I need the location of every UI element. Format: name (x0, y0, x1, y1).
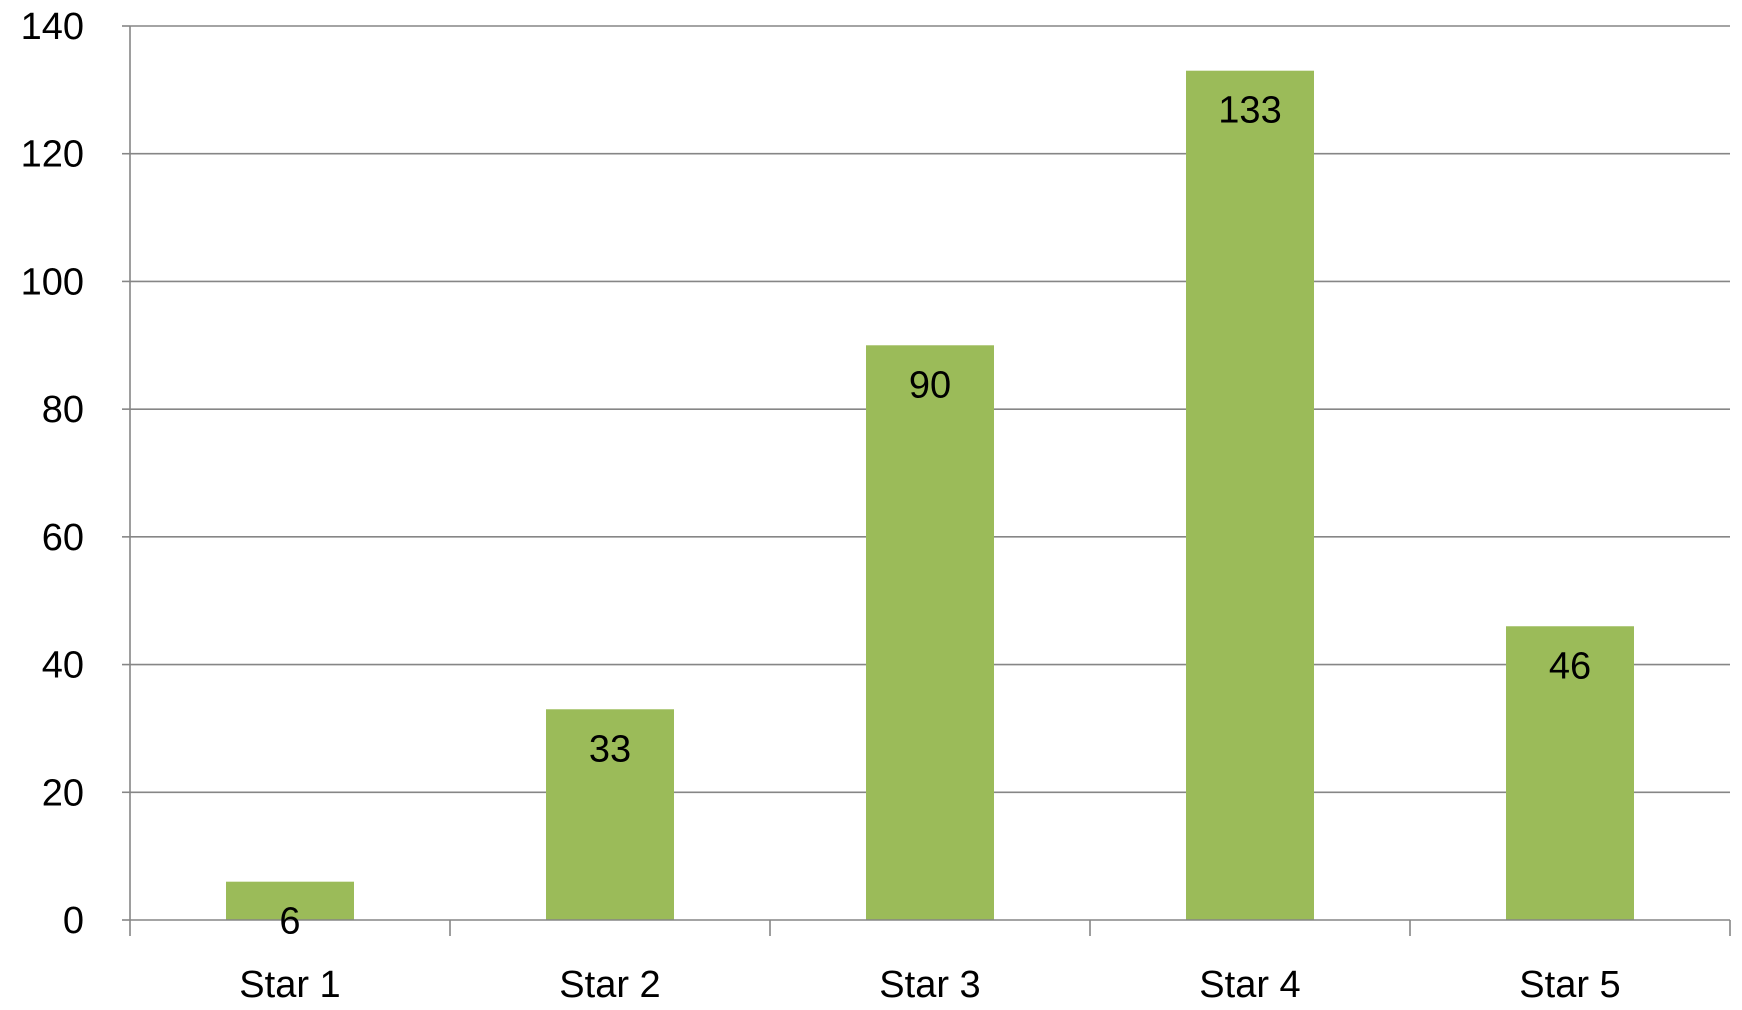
y-tick-label: 40 (42, 645, 84, 687)
bar-star-5 (1506, 626, 1634, 920)
y-tick-label: 140 (21, 6, 84, 48)
data-label: 33 (589, 728, 631, 770)
y-tick-label: 0 (63, 900, 84, 942)
labels: 0 20 40 60 80 100 120 140 6 Star 1 33 Star 2 90 Star … (21, 6, 1621, 1006)
y-tick-label: 120 (21, 134, 84, 176)
y-tick-label: 60 (42, 517, 84, 559)
bar-star-1 (226, 881, 354, 920)
x-tick-label: Star 3 (879, 964, 980, 1005)
x-tick-label: Star 2 (559, 964, 660, 1005)
data-label: 6 (279, 901, 300, 943)
bar-star-3 (866, 345, 994, 920)
bar-star-2 (546, 709, 674, 920)
y-tick-label: 20 (42, 772, 84, 814)
data-label: 46 (1549, 645, 1591, 687)
bars (226, 70, 1634, 920)
y-tick-label: 80 (42, 389, 84, 431)
axes (122, 25, 1731, 936)
x-tick-label: Star 5 (1519, 964, 1620, 1005)
x-tick-label: Star 4 (1199, 964, 1300, 1005)
bar-star-4 (1186, 70, 1314, 920)
data-label: 90 (909, 364, 951, 406)
x-tick-label: Star 1 (239, 964, 340, 1005)
data-label: 133 (1218, 90, 1281, 132)
y-tick-label: 100 (21, 261, 84, 303)
